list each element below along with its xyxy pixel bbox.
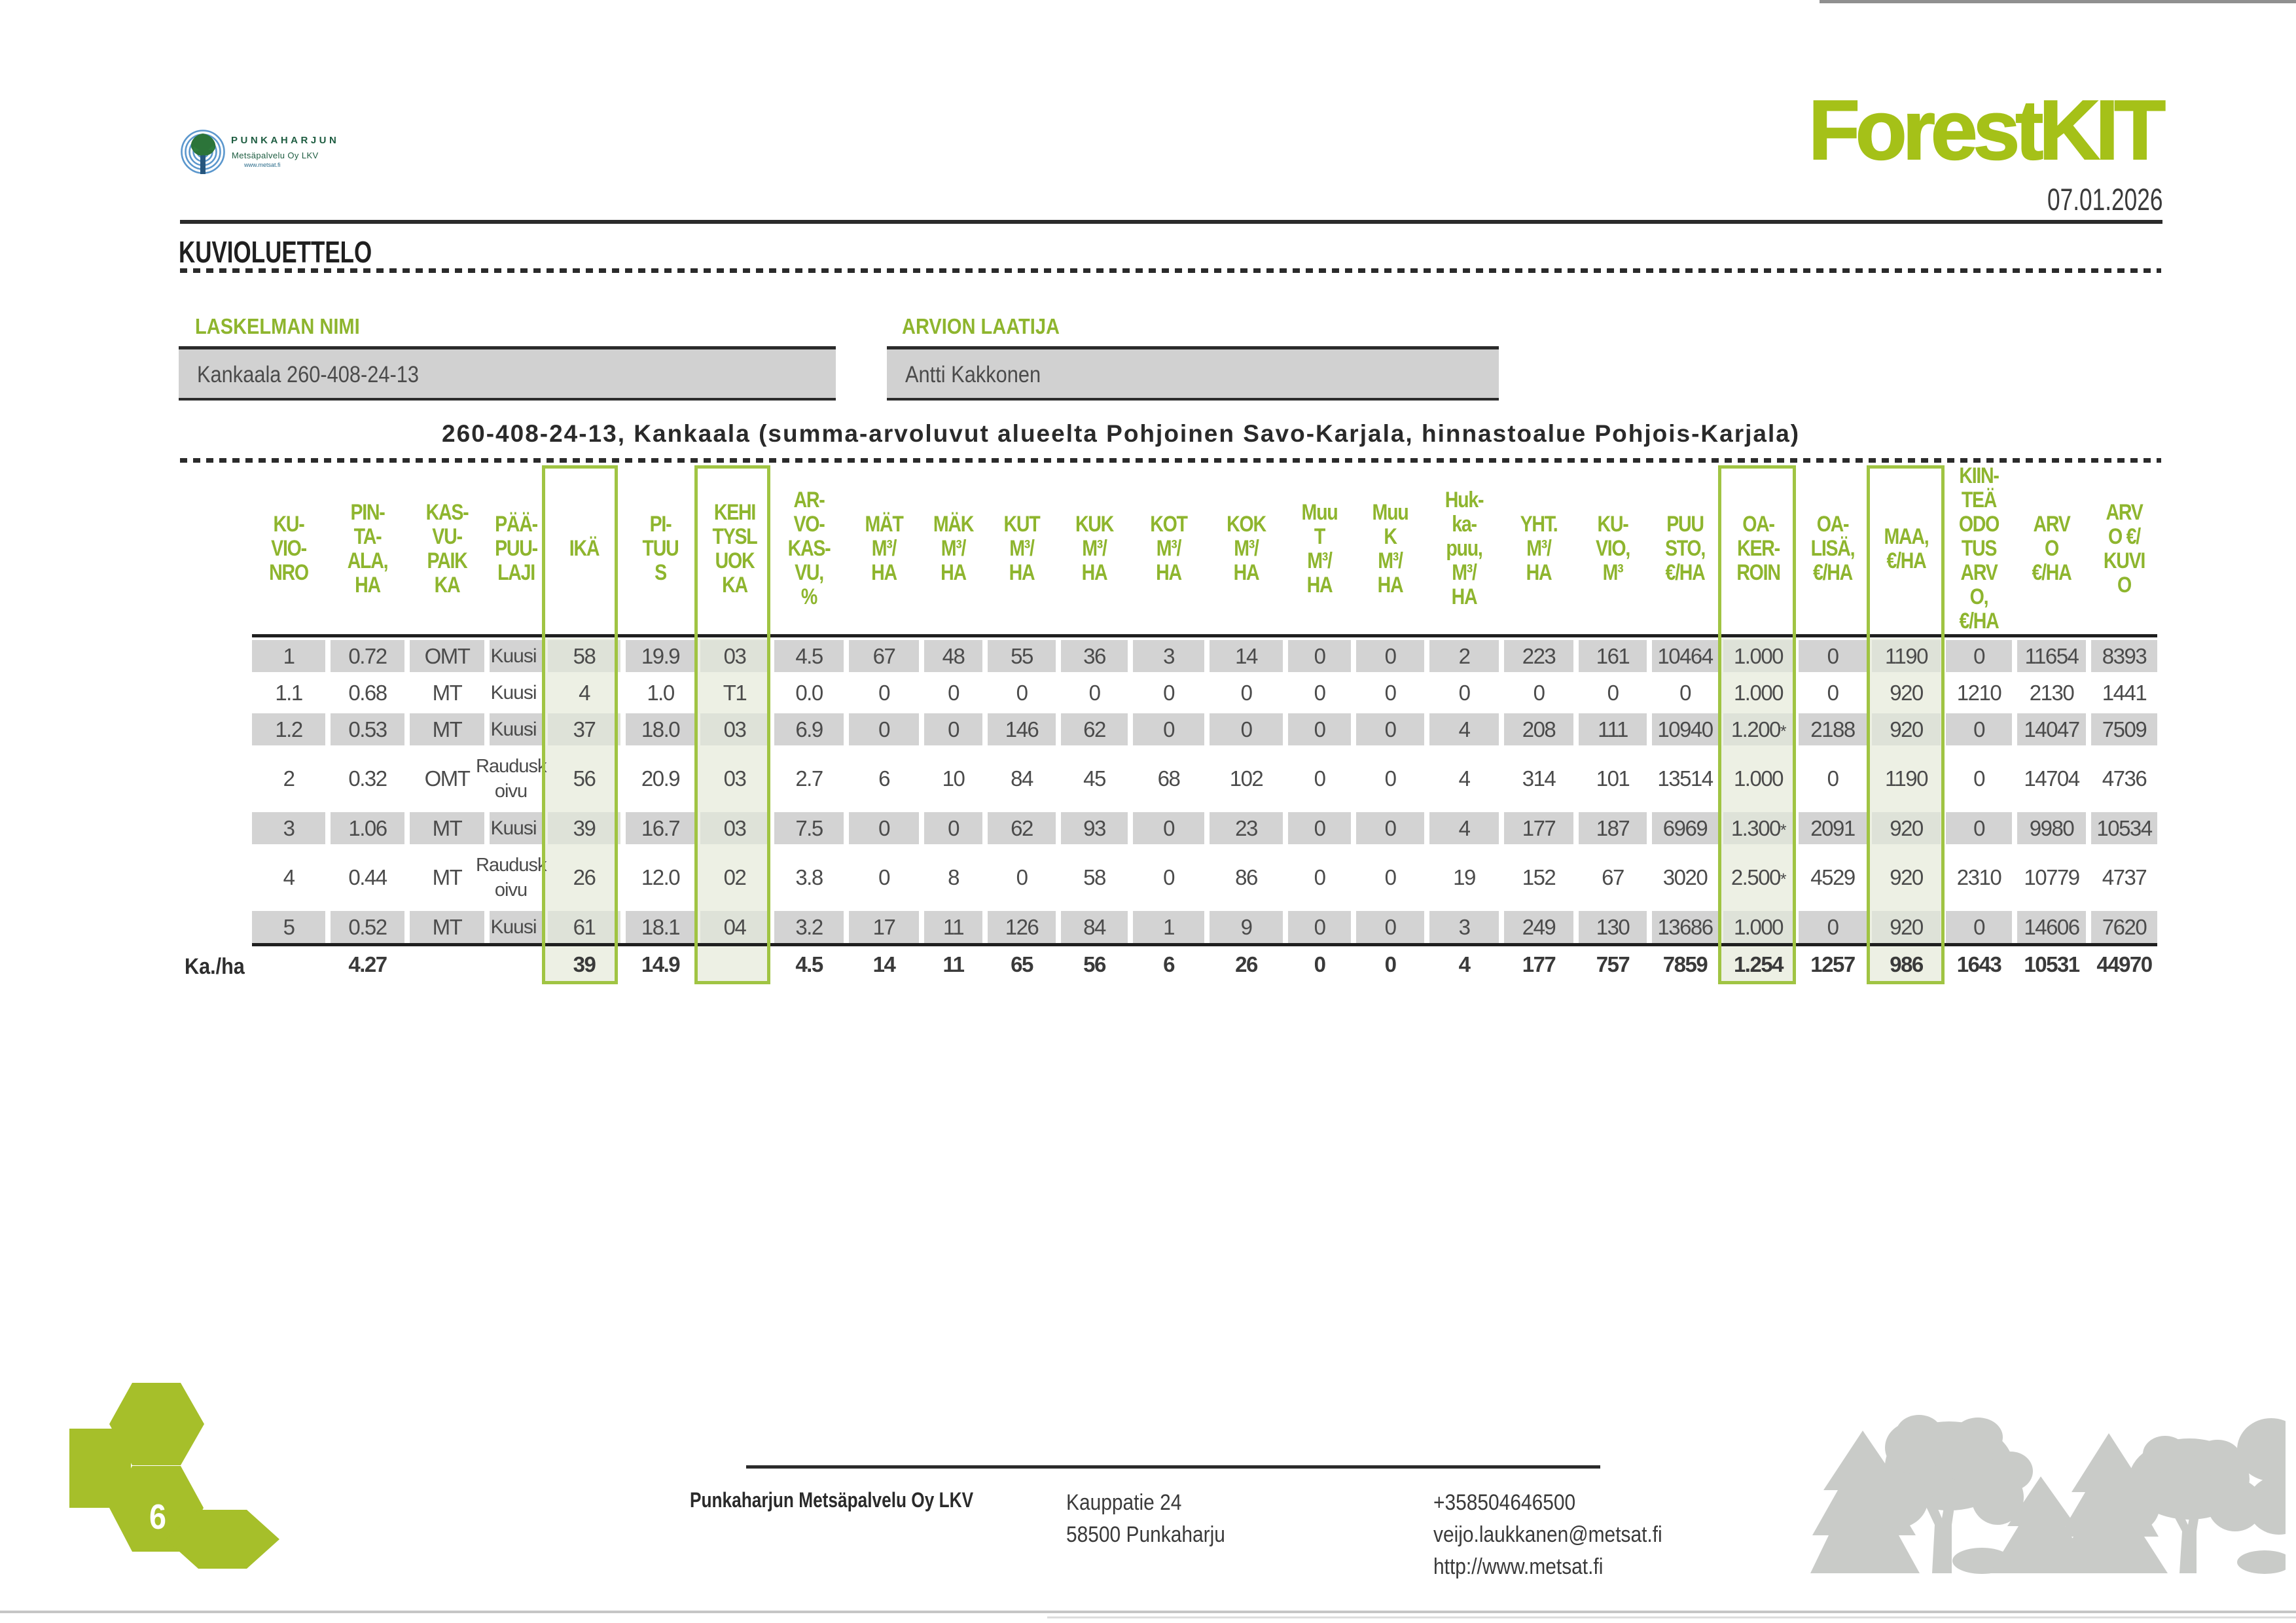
svg-text:6: 6 [149, 1497, 166, 1537]
